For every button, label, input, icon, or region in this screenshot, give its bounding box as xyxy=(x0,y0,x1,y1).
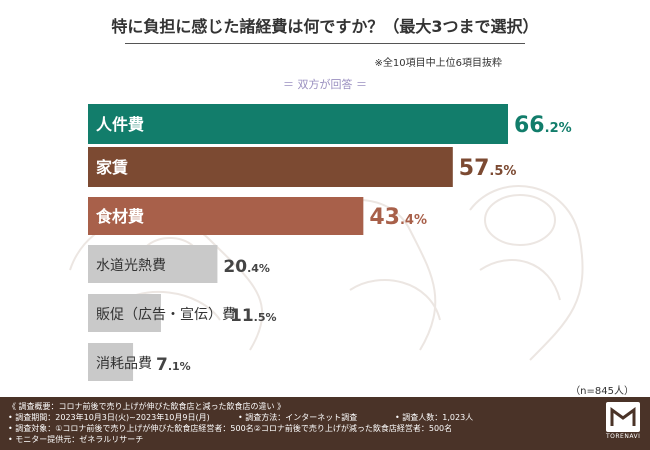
brand-logo-text: TORENAVI xyxy=(606,433,641,440)
bar-label-3: 食材費 xyxy=(95,207,144,226)
footer-provider: • モニター提供元：ゼネラルリサーチ xyxy=(8,435,144,444)
bar-4 xyxy=(88,245,218,283)
footer-overview: 《 調査概要：コロナ前後で売り上げが伸びた飲食店と減った飲食店の違い 》 xyxy=(8,402,286,411)
bar-chart: 人件費 66.2% 家賃 57.5% 食材費 43.4% 水道光熱費 20.4% 販促（広告・宣… xyxy=(88,104,572,381)
footer-target: • 調査対象：①コロナ前後で売り上げが伸びた飲食店経営者：500名②コロナ前後で… xyxy=(8,424,453,433)
chart-note: ※全10項目中上位6項目抜粋 xyxy=(374,58,502,69)
bar-label-6: 消耗品費 xyxy=(96,356,152,372)
title-divider xyxy=(125,43,525,44)
footer-people: • 調査人数：1,023人 xyxy=(395,413,474,422)
value-label-2: 57.5% xyxy=(459,156,517,181)
bar-5 xyxy=(88,294,161,332)
footer-period: • 調査期間：2023年10月3日(火)~2023年10月9日(月) xyxy=(8,413,210,422)
value-label-3: 43.4% xyxy=(369,205,427,230)
bar-1 xyxy=(88,104,508,144)
value-label-1: 66.2% xyxy=(514,113,572,138)
chart-subtitle: ＝ 双方が回答 ＝ xyxy=(283,78,367,91)
bar-6 xyxy=(88,343,134,381)
bar-label-1: 人件費 xyxy=(96,115,144,134)
survey-footer: 《 調査概要：コロナ前後で売り上げが伸びた飲食店と減った飲食店の違い 》 • 調… xyxy=(0,397,650,450)
footer-method: • 調査方法：インターネット調査 xyxy=(238,413,358,422)
bar-2 xyxy=(88,147,453,187)
value-label-5: 11.5% xyxy=(230,306,277,326)
bar-label-4: 水道光熱費 xyxy=(96,258,166,274)
sample-size: （n=845人） xyxy=(570,386,634,397)
value-label-4: 20.4% xyxy=(223,257,270,277)
bar-label-2: 家賃 xyxy=(96,158,128,177)
bar-label-5: 販促（広告・宣伝）費 xyxy=(96,307,236,323)
value-label-6: 7.1% xyxy=(156,355,191,375)
bar-3 xyxy=(88,197,364,235)
brand-logo xyxy=(606,402,640,432)
chart-title: 特に負担に感じた諸経費は何ですか？（最大3つまで選択） xyxy=(111,17,539,36)
